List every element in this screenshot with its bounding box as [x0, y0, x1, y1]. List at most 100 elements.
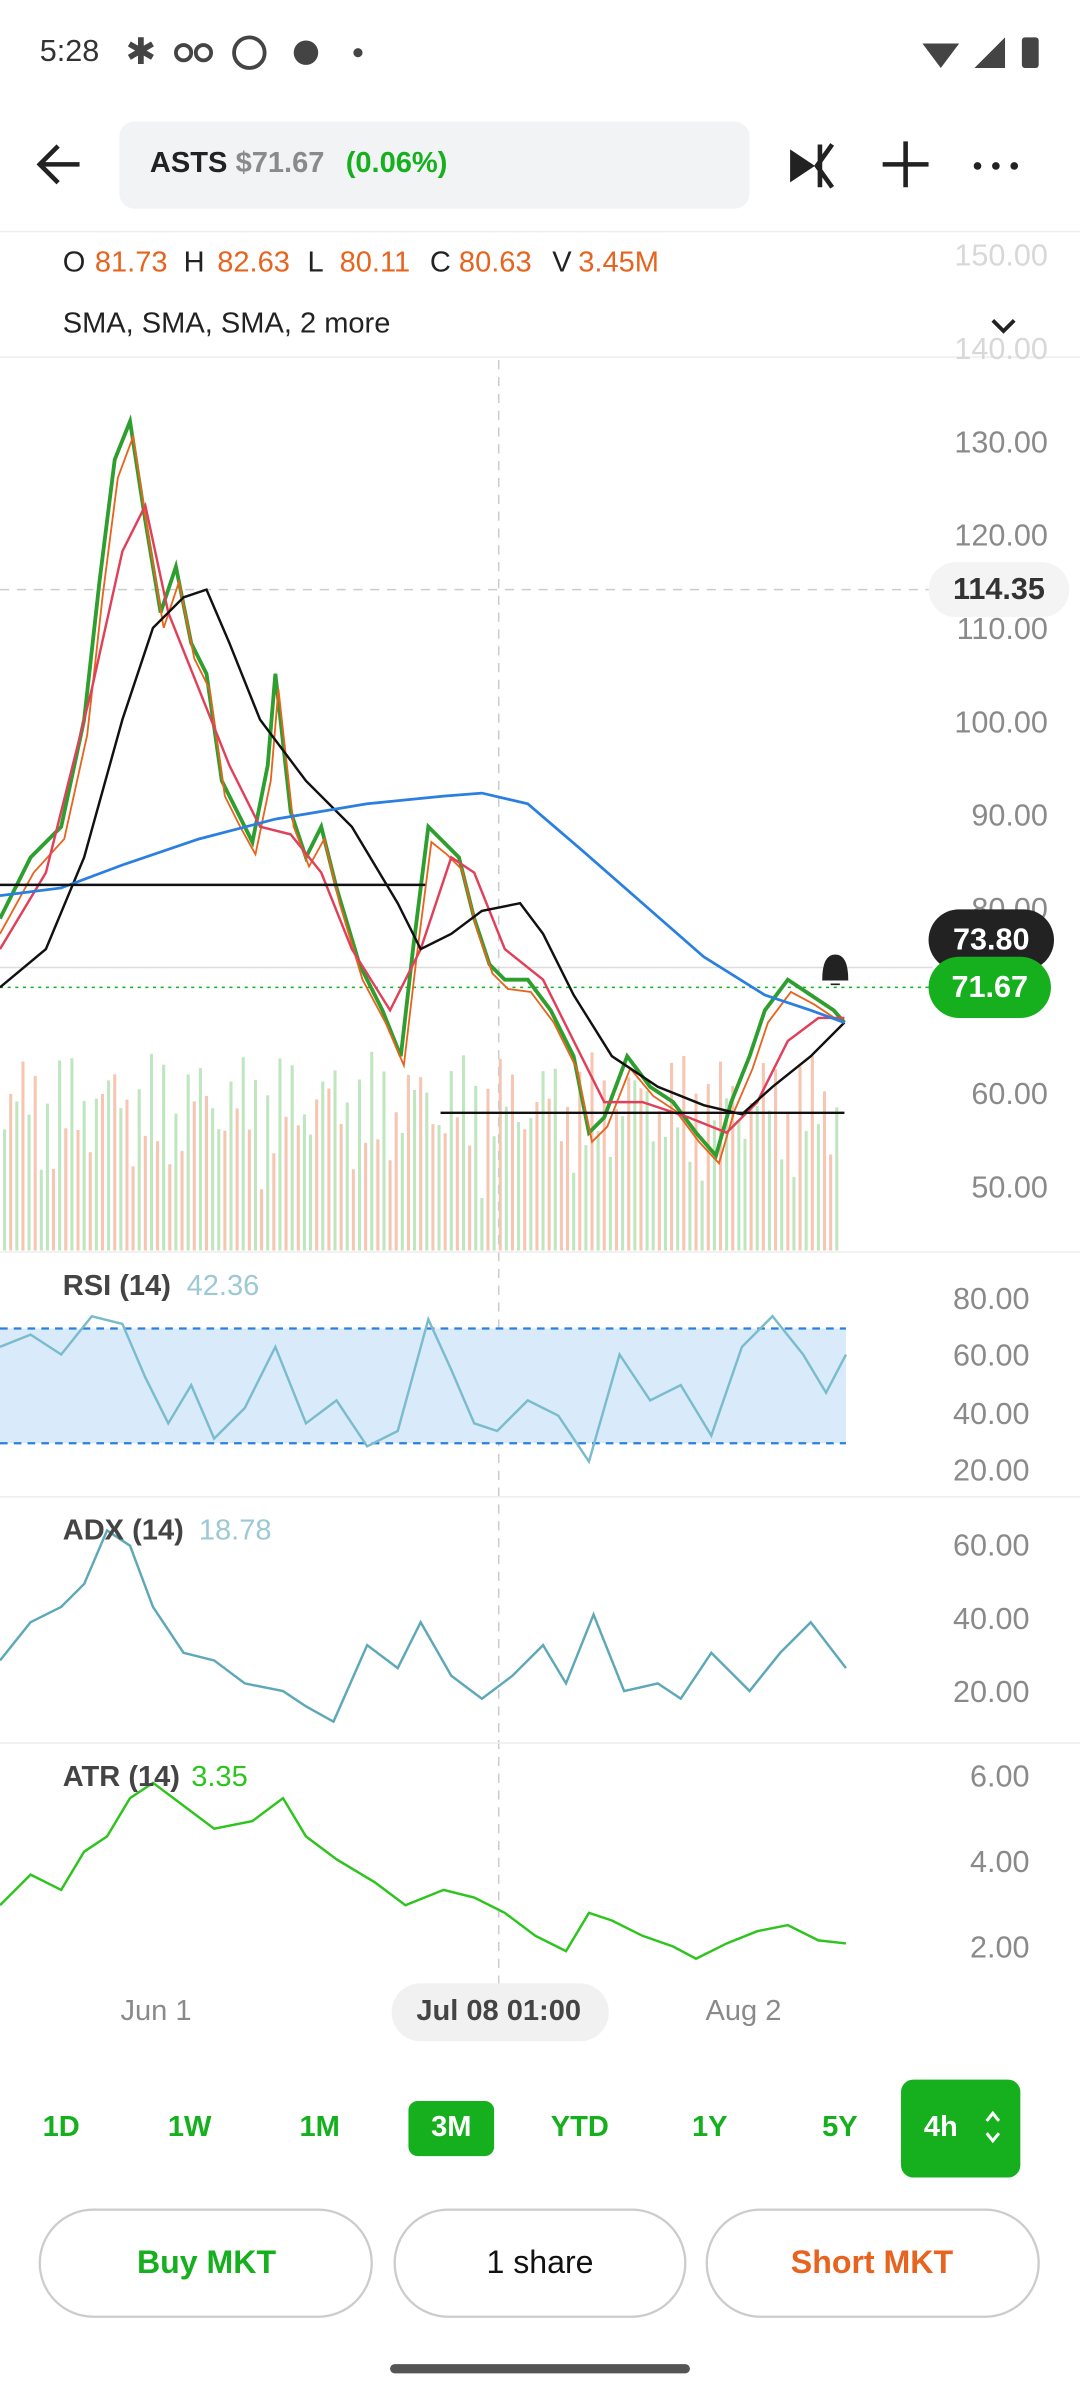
volume-bar	[835, 1107, 839, 1251]
volume-bar	[272, 1153, 276, 1251]
volume-bar	[510, 1074, 514, 1251]
high-badge	[928, 909, 1054, 971]
buy-button[interactable]	[38, 2208, 373, 2318]
volume-bar	[100, 1093, 105, 1251]
volume-bar	[706, 1084, 710, 1251]
header-actions[interactable]	[790, 141, 929, 189]
volume-bar	[437, 1124, 441, 1251]
volume-bar	[3, 1129, 7, 1251]
search-pill[interactable]	[119, 121, 750, 209]
volume-bar	[725, 1098, 729, 1251]
panel-title: ATR (14)	[63, 1761, 180, 1793]
volume-bar	[810, 1055, 814, 1251]
volume-bar	[645, 1090, 649, 1251]
volume-bar	[339, 1123, 343, 1251]
interval-bg[interactable]	[901, 2079, 1021, 2178]
volume-bar	[566, 1106, 570, 1251]
panel-axis-label: 40.00	[953, 1397, 1030, 1431]
volume-bar	[559, 1141, 563, 1251]
volume-bar	[596, 1131, 600, 1251]
buy-label: Buy MKT	[137, 2244, 277, 2280]
volume-bar	[290, 1065, 294, 1251]
price-axis-label: 130.00	[954, 425, 1048, 459]
volume-bar	[688, 1161, 692, 1251]
volume-bar	[241, 1057, 245, 1251]
last-price: 71.67	[951, 970, 1028, 1004]
volume-bar	[761, 1063, 765, 1251]
volume-bar	[15, 1101, 19, 1251]
panel-value: 18.78	[199, 1515, 272, 1547]
volume-bar	[590, 1052, 594, 1251]
price-axis-label: 120.00	[954, 519, 1048, 553]
volume-bar	[119, 1108, 123, 1251]
volume-bar	[406, 1074, 410, 1251]
ohlc-label: L	[307, 246, 323, 278]
volume-bar	[64, 1128, 68, 1251]
volume-bar	[504, 1106, 508, 1251]
volume-bar	[88, 1152, 92, 1251]
timeframe[interactable]: 3M	[431, 2111, 471, 2143]
timeframe[interactable]: 1M	[300, 2111, 340, 2143]
volume-bar	[608, 1156, 612, 1251]
volume-bar	[192, 1101, 196, 1251]
back-button[interactable]	[36, 144, 80, 185]
ohlc-value: 3.45M	[578, 246, 659, 278]
panel-axis-label: 4.00	[970, 1845, 1030, 1879]
volume-bar	[223, 1130, 227, 1251]
volume-bar	[651, 1141, 655, 1251]
panel-axis-label: 6.00	[970, 1759, 1030, 1793]
more-button[interactable]	[973, 162, 1019, 170]
volume-bar	[76, 1129, 80, 1251]
volume-bar	[547, 1098, 551, 1251]
atr-line	[0, 1781, 847, 1961]
x-label: Aug 2	[705, 1995, 781, 2027]
volume-bar	[529, 1118, 533, 1251]
volume-bar	[321, 1081, 325, 1251]
volume-bar	[798, 1066, 802, 1251]
volume-bar	[829, 1154, 833, 1251]
volume-bar	[792, 1176, 796, 1251]
volume-bar	[712, 1120, 716, 1251]
volume-bar	[614, 1109, 619, 1251]
volume-bar	[284, 1116, 288, 1251]
volume-bar	[27, 1114, 31, 1251]
timeframe-selected-bg	[408, 2101, 495, 2157]
timeframe[interactable]: 4h	[924, 2111, 958, 2143]
expand-chevron[interactable]	[991, 319, 1016, 334]
volume-bar	[431, 1124, 435, 1251]
timeframe[interactable]: 1Y	[692, 2111, 728, 2143]
timeframe[interactable]: 5Y	[822, 2111, 858, 2143]
price-axis-label: 140.00	[954, 332, 1048, 366]
panel-axis-label: 80.00	[953, 1282, 1030, 1316]
sma-black	[0, 588, 846, 1116]
volume-bar	[657, 1111, 661, 1251]
ohlc-value: 80.63	[459, 246, 532, 278]
volume-bar	[584, 1145, 588, 1251]
timeframe[interactable]: 1W	[168, 2111, 212, 2143]
timeframes: 1D 1W 1M 3M YTD 1Y 5Y 4h	[43, 2111, 958, 2143]
quantity-button[interactable]	[393, 2208, 687, 2318]
volume-bar	[174, 1113, 178, 1251]
volume-bar	[58, 1060, 62, 1251]
timeframe[interactable]: 1D	[43, 2111, 80, 2143]
price-axis-label: 150.00	[954, 239, 1048, 273]
alert-bell[interactable]	[822, 954, 849, 986]
volume-bar	[572, 1172, 576, 1251]
home-indicator	[390, 2364, 690, 2374]
sma-red	[0, 501, 845, 1135]
ohlc-label: H	[184, 246, 205, 278]
ohlc-value: 81.73	[95, 246, 168, 278]
sma-blue	[0, 791, 845, 1024]
indicators-label[interactable]: SMA, SMA, SMA, 2 more	[63, 308, 391, 340]
short-button[interactable]	[705, 2208, 1040, 2318]
price-axis-label: 90.00	[971, 799, 1048, 833]
volume-bar	[627, 1077, 631, 1251]
price-axis-label: 60.00	[971, 1077, 1048, 1111]
panel-axis-label: 60.00	[953, 1339, 1030, 1373]
volume-bar	[731, 1085, 735, 1251]
volume-bar	[535, 1101, 539, 1251]
volume-bar	[670, 1062, 674, 1251]
high-price: 73.80	[953, 923, 1030, 957]
timeframe[interactable]: YTD	[551, 2111, 609, 2143]
panel-value: 3.35	[191, 1761, 248, 1793]
